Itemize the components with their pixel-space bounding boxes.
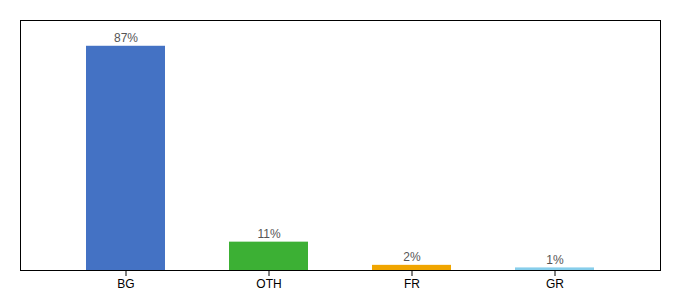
svg-text:OTH: OTH [256, 277, 281, 291]
svg-text:BG: BG [117, 277, 134, 291]
svg-text:87%: 87% [114, 31, 138, 45]
svg-text:2%: 2% [403, 250, 421, 264]
svg-text:GR: GR [546, 277, 564, 291]
svg-text:11%: 11% [257, 227, 280, 241]
svg-text:1%: 1% [546, 253, 564, 267]
svg-text:FR: FR [404, 277, 420, 291]
